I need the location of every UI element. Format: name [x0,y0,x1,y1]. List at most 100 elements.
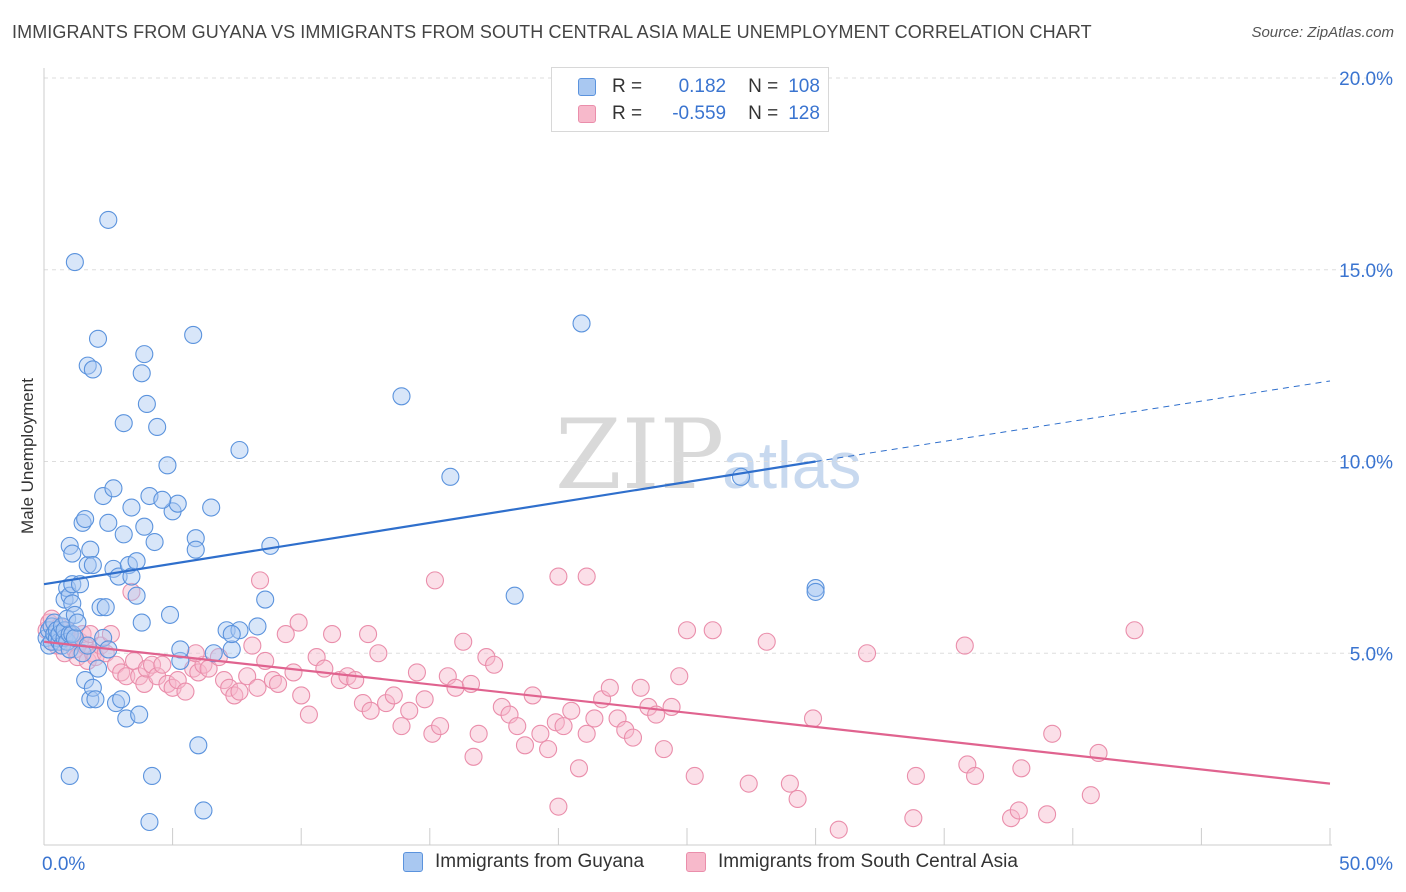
data-point [454,632,473,651]
data-point [431,717,450,736]
data-point [384,686,403,705]
data-point [361,701,380,720]
data-point [248,617,267,636]
data-point [194,801,213,820]
data-point [135,345,154,364]
legend-n-label: N = [748,103,779,124]
data-point [186,540,205,559]
axes [43,68,1332,846]
data-point [1002,809,1021,828]
series-guyana-points [37,210,825,832]
data-point [289,613,308,632]
data-point [425,571,444,590]
data-point [400,701,419,720]
data-point [122,498,141,517]
data-point [81,540,100,559]
data-point [76,671,95,690]
legend-swatch-blue [578,78,596,96]
data-point [238,667,257,686]
data-point [130,705,149,724]
data-point [137,394,156,414]
data-point [292,686,311,705]
legend-swatch-blue [403,852,423,872]
data-point [112,690,131,709]
stats-legend: R = 0.182 N = 108 R = -0.559 N = 128 [551,67,829,132]
data-point [76,509,95,529]
data-point [662,697,681,716]
chart-title: IMMIGRANTS FROM GUYANA VS IMMIGRANTS FRO… [12,22,1092,42]
data-point [505,586,524,605]
data-point [829,820,848,839]
data-point [623,728,643,747]
data-point [392,387,411,406]
data-point [83,678,102,697]
data-point [132,364,151,383]
data-point [127,552,146,571]
data-point [168,494,187,513]
data-point [299,705,318,724]
data-point [539,740,558,759]
data-point [562,701,581,720]
data-point [359,625,378,644]
data-point [906,766,925,786]
data-point [677,621,697,640]
data-point [757,632,776,651]
data-point [145,532,164,552]
data-point [230,440,249,460]
data-point [600,678,619,697]
legend-r-value: -0.559 [672,103,727,124]
data-point [577,567,596,586]
source-label: Source: ZipAtlas.com [1251,24,1394,41]
data-point [585,709,604,728]
watermark: ZIP atlas [555,399,861,511]
data-point [88,659,108,678]
trend-line-guyana-extension [815,380,1331,462]
y-tick-label: 5.0% [1350,644,1393,665]
data-point [202,498,221,517]
data-point [184,325,203,344]
data-point [153,655,172,674]
data-point [1043,724,1062,743]
data-point [346,671,365,690]
data-point [1009,801,1028,820]
data-point [441,467,460,486]
data-point [549,567,568,586]
data-point [256,590,275,609]
data-point [117,667,136,686]
data-point [554,717,573,736]
data-point [955,636,974,655]
data-point [477,648,496,667]
data-point [464,747,483,766]
data-point [1081,786,1100,805]
data-point [142,655,162,674]
legend-row-south-central-asia: R = -0.559 N = 128 [552,101,820,127]
data-point [803,709,823,728]
data-point [132,613,151,632]
data-point [148,667,167,686]
y-tick-label: 10.0% [1339,453,1393,474]
legend-row-guyana: R = 0.182 N = 108 [552,74,820,100]
data-point [423,724,442,743]
trend-line-south-central-asia [43,640,1331,785]
data-point [323,625,342,644]
data-point [1038,805,1057,824]
legend-swatch-pink [686,852,706,872]
legend-r-label: R = [612,103,643,124]
tick-labels: 5.0% 10.0% 15.0% 20.0% 0.0% 50.0% [42,69,1393,875]
data-point [276,625,295,644]
data-point [515,736,535,755]
legend-label-guyana: Immigrants from Guyana [435,851,645,872]
trend-lines [43,380,1331,785]
series-legend: Immigrants from Guyana Immigrants from S… [0,851,1406,877]
watermark-zip: ZIP [555,399,724,511]
data-point [153,490,172,509]
data-point [230,682,249,701]
data-point [315,659,334,678]
legend-n-value: 128 [788,103,820,124]
data-point [670,667,689,686]
data-point [392,717,411,736]
data-point [703,621,722,640]
data-point [60,766,79,786]
data-point [492,697,511,716]
